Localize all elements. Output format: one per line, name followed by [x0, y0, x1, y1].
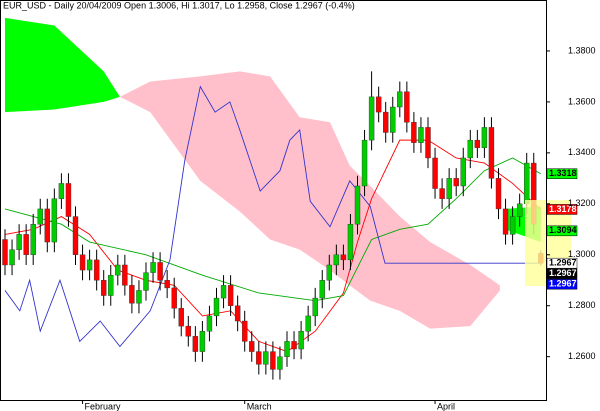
candle-body	[502, 208, 509, 235]
candle-body	[375, 96, 382, 113]
y-tick-label: 1.2600	[568, 351, 596, 361]
candle-body	[136, 290, 142, 304]
candle-body	[44, 208, 50, 243]
candle-body	[65, 183, 72, 217]
candle-body	[425, 127, 431, 159]
candle-body	[143, 272, 149, 291]
candle-body	[474, 139, 481, 148]
candle-body	[361, 139, 368, 187]
candle-body	[199, 331, 206, 352]
plot-area	[2, 17, 544, 380]
y-tick-label: 1.2800	[568, 300, 596, 310]
candle-body	[368, 96, 375, 141]
candle-body	[164, 280, 170, 289]
candle-body	[390, 106, 396, 133]
candle-body	[354, 185, 361, 225]
candle-body	[516, 203, 523, 217]
candle-body	[453, 178, 459, 187]
y-tick-label: 1.3400	[568, 147, 596, 157]
candle-body	[171, 287, 177, 309]
candle-body	[241, 320, 248, 342]
candle-body	[30, 224, 36, 255]
price-label: 1.3318	[549, 168, 577, 178]
candle-body	[150, 262, 156, 273]
candle-body	[157, 262, 163, 281]
candle-body	[2, 239, 8, 266]
candle-body	[488, 127, 495, 179]
candle-body	[495, 178, 502, 210]
candle-body	[51, 198, 58, 243]
candle-body	[129, 285, 135, 304]
candle-body	[227, 285, 234, 306]
candle-body	[312, 297, 318, 317]
candle-body	[58, 183, 65, 199]
candle-body	[9, 249, 15, 266]
candle-body	[326, 264, 332, 281]
candle-body	[397, 91, 403, 108]
candle-body	[277, 356, 283, 370]
y-tick-label: 1.3800	[568, 45, 596, 55]
candle-body	[305, 315, 311, 332]
candle-body	[185, 325, 192, 337]
candle-body	[256, 351, 262, 365]
candle-body	[418, 127, 424, 143]
candle-body	[249, 341, 255, 352]
candle-body	[100, 280, 107, 296]
price-label: 1.3178	[549, 204, 577, 214]
candle-body	[23, 234, 29, 255]
x-tick-label: March	[247, 401, 272, 411]
candle-body	[79, 254, 86, 271]
candle-body	[347, 224, 354, 261]
indicator-line	[4, 85, 541, 348]
candle-body	[404, 91, 410, 123]
candle-body	[319, 280, 325, 299]
candle-body	[16, 234, 22, 250]
candle-body	[263, 351, 269, 365]
x-tick-label: February	[85, 401, 122, 411]
indicator-line	[4, 157, 542, 302]
candle-body	[220, 285, 227, 299]
candle-body	[37, 208, 43, 225]
candle-body	[270, 351, 276, 370]
candle-body	[411, 122, 417, 143]
candle-body	[333, 254, 340, 266]
price-label: 1.2967	[549, 279, 577, 289]
y-tick-label: 1.3600	[568, 96, 596, 106]
candle-body	[93, 259, 100, 281]
candle-body	[460, 157, 466, 187]
candle-body	[86, 259, 93, 271]
candle-body	[340, 254, 347, 261]
candle-body	[178, 308, 184, 327]
candle-body	[72, 216, 79, 255]
candle-body	[115, 264, 121, 276]
candle-body	[467, 139, 473, 159]
candle-body	[432, 157, 438, 189]
candle-body	[383, 111, 389, 133]
candle-body	[206, 315, 213, 332]
candle-body	[122, 264, 128, 286]
price-label: 1.2967	[549, 268, 577, 278]
candle-body	[234, 305, 241, 322]
plot-border	[0, 0, 547, 401]
candle-body	[192, 336, 199, 352]
candle-body	[298, 331, 304, 350]
candle-body	[213, 297, 220, 317]
candle-body	[481, 127, 488, 148]
candle-body	[439, 188, 445, 199]
candle-body	[108, 274, 114, 296]
price-label: 1.3094	[549, 225, 577, 235]
price-label: 1.2967	[549, 258, 577, 268]
x-tick-label: April	[437, 401, 455, 411]
candle-body	[291, 341, 297, 350]
y-tick-label: 1.3000	[568, 249, 596, 259]
cloud	[5, 17, 120, 113]
candle-body	[446, 178, 452, 199]
chart-title: EUR_USD - Daily 20/04/2009 Open 1.3006, …	[3, 0, 355, 10]
candle-body	[284, 341, 290, 357]
y-tick-label: 1.3200	[568, 198, 596, 208]
candle-body	[524, 162, 530, 205]
candle-body	[509, 216, 516, 235]
